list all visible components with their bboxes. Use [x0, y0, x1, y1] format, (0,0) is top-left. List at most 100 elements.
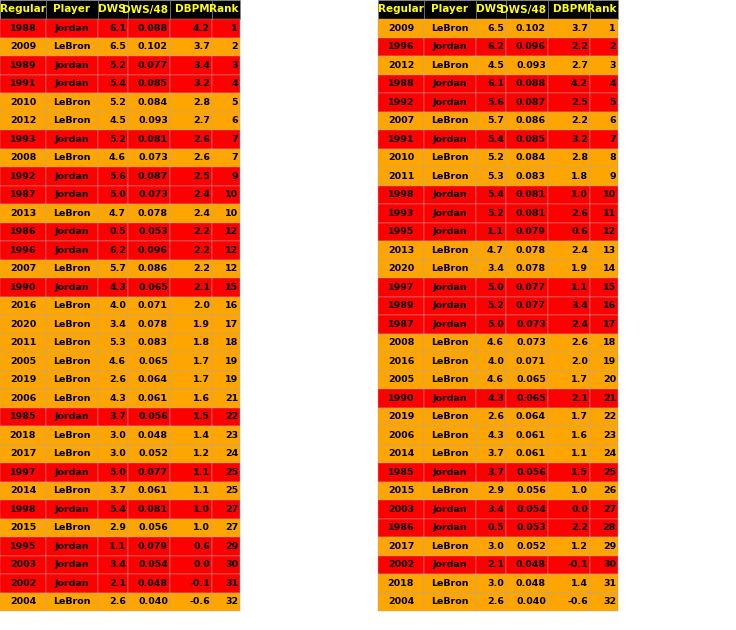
Text: 1985: 1985 — [10, 412, 36, 421]
Text: 2019: 2019 — [10, 375, 36, 384]
Text: 5.4: 5.4 — [109, 505, 126, 513]
Text: 2.1: 2.1 — [571, 394, 588, 403]
Bar — [0, 241, 46, 260]
Bar — [170, 574, 212, 592]
Text: 12: 12 — [224, 264, 238, 273]
Bar — [98, 204, 128, 222]
Bar — [46, 204, 98, 222]
Bar — [128, 204, 170, 222]
Bar — [548, 93, 590, 112]
Bar — [212, 167, 240, 185]
Text: 0.056: 0.056 — [138, 524, 168, 532]
Bar — [548, 112, 590, 130]
Bar — [378, 297, 424, 315]
Bar — [46, 426, 98, 445]
Text: 1.9: 1.9 — [571, 264, 588, 273]
Text: 1997: 1997 — [10, 467, 36, 477]
Bar — [506, 74, 548, 93]
Text: 1989: 1989 — [10, 60, 36, 70]
Bar — [46, 241, 98, 260]
Text: 5.4: 5.4 — [487, 135, 504, 144]
Bar — [46, 297, 98, 315]
Bar — [548, 333, 590, 352]
Text: LeBron: LeBron — [431, 431, 469, 440]
Text: 5.2: 5.2 — [109, 135, 126, 144]
Bar — [378, 204, 424, 222]
Text: 1.8: 1.8 — [571, 172, 588, 181]
Text: 2.6: 2.6 — [109, 375, 126, 384]
Text: 1995: 1995 — [10, 542, 36, 551]
Text: 1985: 1985 — [388, 467, 414, 477]
Bar — [0, 500, 46, 518]
Text: Jordan: Jordan — [433, 394, 467, 403]
Bar — [212, 333, 240, 352]
Bar — [378, 481, 424, 500]
Text: 9: 9 — [609, 172, 616, 181]
Text: LeBron: LeBron — [53, 153, 91, 163]
Text: 19: 19 — [603, 357, 616, 366]
Bar — [378, 408, 424, 426]
Text: Jordan: Jordan — [433, 320, 467, 329]
Bar — [590, 222, 618, 241]
Bar — [98, 260, 128, 278]
Text: 2006: 2006 — [388, 431, 414, 440]
Text: 0.053: 0.053 — [138, 227, 168, 236]
Text: 1.7: 1.7 — [193, 375, 210, 384]
Text: 0.078: 0.078 — [516, 264, 546, 273]
Text: 0.065: 0.065 — [516, 394, 546, 403]
Bar — [0, 185, 46, 204]
Text: 1989: 1989 — [388, 301, 414, 310]
Bar — [506, 556, 548, 574]
Text: 11: 11 — [603, 209, 616, 218]
Text: 2.1: 2.1 — [487, 560, 504, 570]
Text: 5.2: 5.2 — [487, 301, 504, 310]
Bar — [128, 333, 170, 352]
Text: 2009: 2009 — [10, 42, 36, 51]
Bar — [476, 463, 506, 481]
Text: 5.3: 5.3 — [487, 172, 504, 181]
Text: LeBron: LeBron — [431, 264, 469, 273]
Bar — [98, 574, 128, 592]
Text: LeBron: LeBron — [53, 320, 91, 329]
Text: 2018: 2018 — [388, 579, 414, 588]
Bar — [128, 352, 170, 370]
Text: 2006: 2006 — [10, 394, 36, 403]
Text: 2008: 2008 — [10, 153, 36, 163]
Bar — [424, 592, 476, 611]
Bar — [590, 19, 618, 38]
Text: 5.4: 5.4 — [109, 79, 126, 88]
Bar — [46, 315, 98, 333]
Text: Jordan: Jordan — [54, 60, 89, 70]
Bar — [424, 185, 476, 204]
Text: 2017: 2017 — [10, 449, 36, 458]
Text: LeBron: LeBron — [53, 375, 91, 384]
Bar — [212, 74, 240, 93]
Bar — [506, 445, 548, 463]
Bar — [548, 297, 590, 315]
Bar — [212, 592, 240, 611]
Bar — [0, 260, 46, 278]
Bar — [378, 19, 424, 38]
Text: 1996: 1996 — [388, 42, 414, 51]
Text: 12: 12 — [224, 246, 238, 255]
Text: Jordan: Jordan — [433, 283, 467, 292]
Text: 0.052: 0.052 — [516, 542, 546, 551]
Bar — [0, 222, 46, 241]
Bar — [46, 556, 98, 574]
Text: 0.081: 0.081 — [138, 505, 168, 513]
Text: 1.7: 1.7 — [571, 412, 588, 421]
Text: 1986: 1986 — [388, 524, 414, 532]
Text: 0.064: 0.064 — [516, 412, 546, 421]
Text: 17: 17 — [603, 320, 616, 329]
Text: 2020: 2020 — [388, 264, 414, 273]
Bar — [476, 352, 506, 370]
Bar — [212, 204, 240, 222]
Bar — [506, 481, 548, 500]
Text: 1996: 1996 — [10, 246, 36, 255]
Text: 3.7: 3.7 — [487, 467, 504, 477]
Text: 2.8: 2.8 — [193, 98, 210, 106]
Text: 0.054: 0.054 — [516, 505, 546, 513]
Bar — [548, 56, 590, 74]
Bar — [424, 149, 476, 167]
Bar — [548, 556, 590, 574]
